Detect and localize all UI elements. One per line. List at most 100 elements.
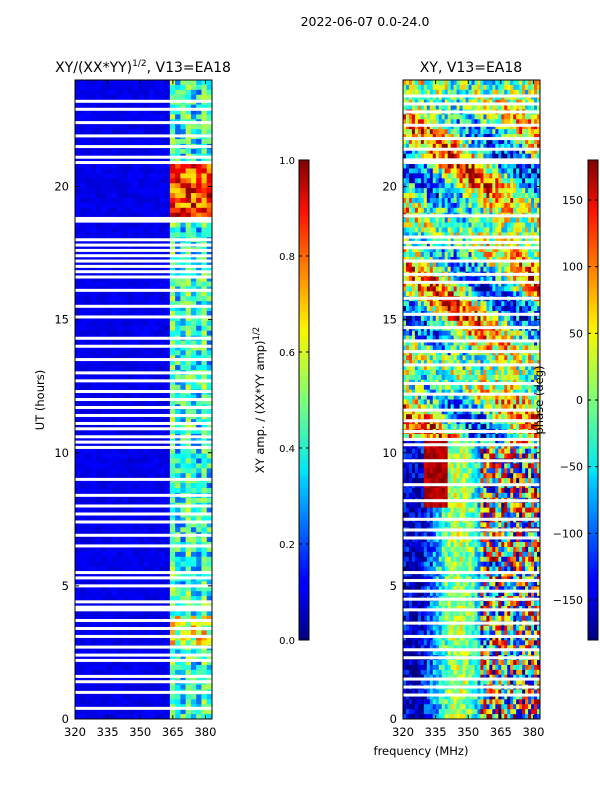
figure-suptitle: 2022-06-07 0.0-24.0 — [301, 14, 430, 29]
heatmap-cell — [101, 360, 108, 366]
heatmap-cell — [127, 345, 134, 351]
heatmap-cell — [169, 330, 176, 336]
heatmap-cell — [101, 694, 108, 700]
heatmap-cell — [429, 237, 434, 243]
heatmap-cell — [175, 202, 181, 209]
heatmap-cell — [492, 119, 496, 125]
heatmap-cell — [403, 148, 407, 155]
heatmap-cell — [498, 197, 502, 204]
heatmap-cell — [180, 591, 187, 597]
heatmap-cell — [122, 409, 129, 415]
heatmap-cell — [405, 114, 410, 120]
heatmap-cell — [85, 291, 92, 297]
heatmap-cell — [498, 222, 502, 228]
heatmap-cell — [75, 173, 81, 179]
heatmap-cell — [519, 188, 523, 194]
heatmap-cell — [537, 173, 541, 179]
heatmap-cell — [80, 468, 86, 474]
heatmap-cell — [206, 207, 213, 214]
heatmap-cell — [143, 94, 150, 101]
heatmap-cell — [80, 227, 86, 233]
heatmap-cell — [498, 232, 502, 238]
heatmap-cell — [154, 660, 160, 666]
heatmap-cell — [101, 129, 108, 135]
heatmap-cell — [80, 537, 86, 543]
heatmap-cell — [516, 197, 520, 204]
heatmap-cell — [501, 129, 505, 135]
heatmap-cell — [111, 148, 118, 155]
heatmap-cell — [498, 89, 502, 96]
heatmap-cell — [148, 409, 155, 415]
heatmap-cell — [196, 315, 202, 322]
heatmap-cell — [111, 591, 118, 597]
heatmap-cell — [132, 168, 139, 174]
heatmap-cell — [154, 458, 160, 464]
heatmap-cell — [169, 527, 176, 533]
heatmap-cell — [85, 458, 92, 464]
heatmap-cell — [528, 124, 532, 130]
heatmap-cell — [408, 232, 413, 238]
heatmap-cell — [405, 202, 410, 209]
heatmap-cell — [85, 453, 92, 459]
heatmap-cell — [190, 546, 197, 553]
heatmap-cell — [96, 350, 102, 356]
heatmap-cell — [471, 163, 475, 169]
heatmap-cell — [111, 546, 118, 553]
heatmap-cell — [483, 178, 487, 184]
heatmap-cell — [185, 94, 192, 101]
heatmap-cell — [164, 384, 171, 391]
heatmap-cell — [127, 601, 134, 607]
heatmap-cell — [190, 556, 197, 563]
heatmap-cell — [148, 148, 155, 155]
heatmap-cell — [465, 183, 469, 189]
heatmap-cell — [127, 709, 134, 715]
heatmap-cell — [132, 276, 139, 282]
heatmap-cell — [138, 306, 144, 312]
heatmap-cell — [75, 669, 81, 676]
heatmap-cell — [154, 684, 160, 690]
heatmap-cell — [462, 99, 466, 105]
heatmap-cell — [414, 237, 419, 243]
heatmap-cell — [483, 207, 487, 214]
heatmap-cell — [117, 581, 123, 587]
heatmap-cell — [138, 84, 144, 91]
heatmap-cell — [471, 124, 475, 130]
heatmap-cell — [201, 448, 208, 454]
heatmap-cell — [75, 94, 81, 101]
heatmap-cell — [90, 84, 97, 91]
heatmap-cell — [75, 615, 81, 622]
heatmap-cell — [117, 596, 123, 602]
heatmap-cell — [90, 212, 97, 219]
heatmap-cell — [143, 232, 150, 238]
heatmap-cell — [180, 610, 187, 617]
heatmap-cell — [432, 237, 437, 243]
heatmap-cell — [537, 197, 541, 204]
amp-colorbar-ticks: 0.00.20.40.60.81.0 — [279, 156, 309, 647]
heatmap-cell — [201, 315, 208, 322]
heatmap-cell — [206, 424, 213, 430]
heatmap-cell — [101, 365, 108, 371]
heatmap-cell — [471, 232, 475, 238]
heatmap-cell — [405, 188, 410, 194]
heatmap-cell — [441, 222, 446, 228]
heatmap-cell — [159, 699, 165, 705]
heatmap-cell — [127, 207, 134, 214]
heatmap-cell — [122, 350, 129, 356]
heatmap-cell — [522, 163, 526, 169]
heatmap-cell — [106, 227, 113, 233]
heatmap-cell — [525, 89, 529, 96]
heatmap-cell — [127, 428, 134, 435]
heatmap-cell — [154, 448, 160, 454]
heatmap-cell — [164, 306, 171, 312]
heatmap-cell — [525, 173, 529, 179]
heatmap-cell — [164, 453, 171, 459]
heatmap-cell — [206, 301, 213, 307]
heatmap-cell — [143, 458, 150, 464]
heatmap-cell — [90, 365, 97, 371]
heatmap-cell — [196, 360, 202, 366]
heatmap-cell — [85, 355, 92, 361]
heatmap-cell — [143, 114, 150, 120]
heatmap-cell — [143, 301, 150, 307]
heatmap-cell — [175, 320, 181, 327]
heatmap-cell — [201, 473, 208, 479]
